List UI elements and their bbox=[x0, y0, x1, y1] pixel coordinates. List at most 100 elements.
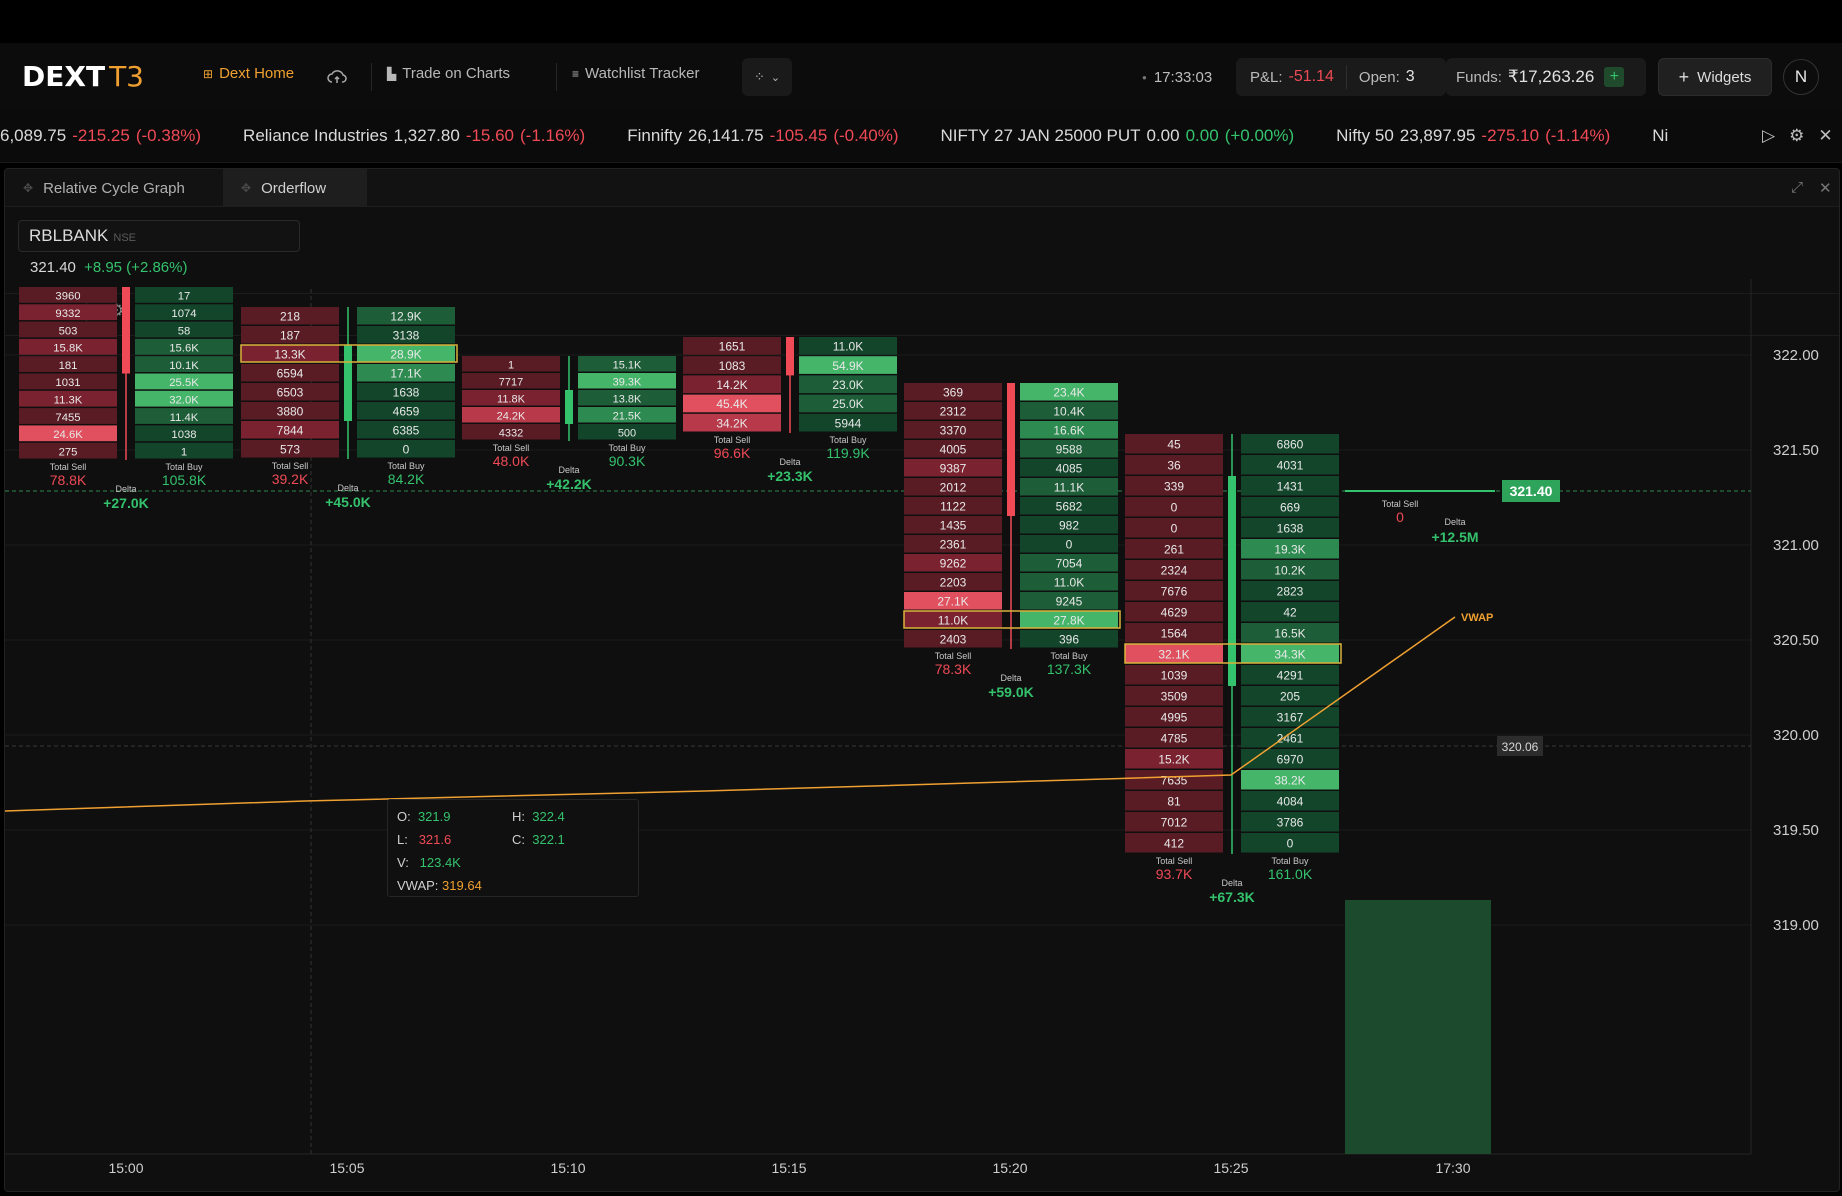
market-ticker: 6,089.75 -215.25 (-0.38%) Reliance Industri… bbox=[0, 109, 1842, 163]
buy-volume-label: 16.6K bbox=[1053, 424, 1084, 438]
list-icon: ≡ bbox=[572, 66, 580, 81]
total-sell-value: 96.6K bbox=[714, 445, 751, 461]
buy-volume-label: 15.1K bbox=[613, 360, 642, 372]
symbol-search[interactable]: RBLBANK NSE bbox=[18, 220, 300, 252]
ohlc-low: 321.6 bbox=[418, 832, 452, 847]
sell-volume-cell bbox=[904, 402, 1002, 420]
sell-volume-cell bbox=[19, 425, 117, 442]
total-sell-caption: Total Sell bbox=[272, 461, 309, 471]
buy-volume-label: 982 bbox=[1059, 519, 1079, 533]
ticker-item[interactable]: 6,089.75 -215.25 (-0.38%) bbox=[0, 126, 215, 146]
close-icon[interactable]: ✕ bbox=[1818, 126, 1833, 145]
sell-volume-cell bbox=[1125, 497, 1223, 517]
buy-volume-label: 32.0K bbox=[169, 394, 199, 406]
ticker-item[interactable]: NIFTY 27 JAN 25000 PUT 0.00 0.00 (+0.00%) bbox=[941, 126, 1309, 146]
buy-volume-cell bbox=[1241, 665, 1339, 685]
buy-volume-cell bbox=[357, 326, 455, 344]
buy-volume-cell bbox=[799, 375, 897, 394]
buy-volume-label: 4085 bbox=[1056, 462, 1083, 476]
candle-body bbox=[122, 287, 130, 374]
sell-volume-cell bbox=[19, 442, 117, 459]
pnl-open-widget[interactable]: P&L: -51.14 Open: 3 bbox=[1236, 58, 1446, 96]
total-sell-caption: Total Sell bbox=[935, 651, 972, 661]
buy-volume-label: 11.4K bbox=[170, 412, 199, 424]
add-funds-button[interactable]: + bbox=[1604, 67, 1625, 87]
widgets-button[interactable]: + Widgets bbox=[1658, 58, 1772, 96]
sell-volume-cell bbox=[904, 592, 1002, 610]
buy-volume-label: 23.0K bbox=[832, 378, 863, 392]
user-avatar[interactable]: N bbox=[1783, 59, 1819, 95]
buy-volume-label: 500 bbox=[618, 428, 636, 440]
ticker-item[interactable]: Nifty 50 23,897.95 -275.10 (-1.14%) bbox=[1336, 126, 1624, 146]
total-sell-caption: Total Sell bbox=[1156, 856, 1193, 866]
gear-icon[interactable]: ⚙ bbox=[1789, 126, 1805, 145]
y-tick-label: 322.00 bbox=[1773, 347, 1819, 364]
delta-value: +23.3K bbox=[767, 468, 813, 484]
sell-volume-cell bbox=[904, 535, 1002, 553]
sell-volume-label: 0 bbox=[1171, 501, 1178, 515]
ticker-price: 1,327.80 bbox=[393, 126, 460, 145]
ticker-item[interactable]: Ni bbox=[1652, 126, 1674, 146]
ticker-item[interactable]: Reliance Industries 1,327.80 -15.60 (-1.16%… bbox=[243, 126, 599, 146]
buy-volume-label: 0 bbox=[1287, 837, 1294, 851]
pnl-value: -51.14 bbox=[1288, 68, 1334, 85]
delta-caption: Delta bbox=[1221, 878, 1242, 888]
sell-volume-cell bbox=[1125, 707, 1223, 727]
close-panel-icon[interactable]: ✕ bbox=[1819, 180, 1832, 197]
buy-volume-label: 6860 bbox=[1277, 438, 1304, 452]
candle-body bbox=[786, 337, 794, 376]
buy-volume-cell bbox=[357, 440, 455, 458]
y-tick-label: 321.50 bbox=[1773, 442, 1819, 459]
buy-volume-label: 9245 bbox=[1056, 595, 1083, 609]
vwap-label: VWAP bbox=[1461, 612, 1493, 624]
cloud-sync-icon[interactable] bbox=[322, 62, 352, 92]
buy-volume-cell bbox=[799, 337, 897, 355]
buy-volume-cell bbox=[1241, 770, 1339, 790]
sell-volume-cell bbox=[1125, 581, 1223, 601]
total-sell-value: 78.3K bbox=[935, 661, 972, 677]
app-logo[interactable]: DEXT T3 bbox=[22, 60, 144, 93]
x-tick-label: 15:05 bbox=[329, 1160, 364, 1176]
sell-volume-label: 36 bbox=[1167, 459, 1181, 473]
layout-dropdown[interactable]: ⁘ ⌄ bbox=[742, 58, 792, 96]
buy-volume-cell bbox=[357, 402, 455, 420]
sell-volume-cell bbox=[1125, 791, 1223, 811]
delta-caption: Delta bbox=[115, 484, 136, 494]
delta-value: +59.0K bbox=[988, 684, 1034, 700]
ticker-pct: (-0.38%) bbox=[135, 126, 202, 145]
tab-orderflow[interactable]: ✥ Orderflow bbox=[223, 169, 367, 207]
orderflow-chart[interactable]: 322.00 321.50 321.00 320.50 320.00 319.50 319.… bbox=[5, 169, 1840, 1192]
tab-relative-cycle-graph[interactable]: ✥ Relative Cycle Graph bbox=[23, 179, 185, 197]
buy-volume-label: 7054 bbox=[1056, 557, 1083, 571]
drag-handle-icon: ✥ bbox=[23, 181, 34, 195]
sell-volume-label: 24.2K bbox=[497, 411, 526, 423]
delta-value: +12.5M bbox=[1431, 529, 1478, 545]
buy-volume-cell bbox=[135, 356, 233, 372]
ticker-item[interactable]: Finnifty 26,141.75 -105.45 (-0.40%) bbox=[627, 126, 912, 146]
expand-icon[interactable]: ⤢ bbox=[1791, 179, 1804, 196]
buy-volume-cell bbox=[1241, 602, 1339, 622]
total-buy-caption: Total Buy bbox=[165, 462, 203, 472]
buy-volume-label: 3786 bbox=[1277, 816, 1304, 830]
sell-volume-label: 4005 bbox=[940, 443, 967, 457]
play-icon[interactable]: ▷ bbox=[1762, 126, 1776, 145]
sell-volume-cell bbox=[904, 478, 1002, 496]
buy-volume-label: 4659 bbox=[393, 405, 420, 419]
total-sell-caption: Total Sell bbox=[50, 462, 87, 472]
sell-volume-cell bbox=[1125, 560, 1223, 580]
sell-volume-cell bbox=[462, 373, 560, 389]
sell-volume-cell bbox=[241, 383, 339, 401]
nav-dext-home[interactable]: ⊞ Dext Home bbox=[203, 65, 295, 82]
nav-trade-on-charts[interactable]: ▙ Trade on Charts bbox=[387, 65, 511, 82]
candle-body bbox=[1007, 383, 1015, 516]
sell-volume-cell bbox=[1125, 434, 1223, 454]
sell-volume-label: 2012 bbox=[940, 481, 967, 495]
nav-watchlist-tracker[interactable]: ≡ Watchlist Tracker bbox=[572, 65, 700, 82]
orderflow-chart-svg[interactable]: 322.00 321.50 321.00 320.50 320.00 319.50 319.… bbox=[5, 169, 1840, 1192]
total-buy-value: 90.3K bbox=[609, 453, 646, 469]
sell-volume-label: 218 bbox=[280, 310, 300, 324]
buy-volume-cell bbox=[1020, 440, 1118, 458]
sell-volume-label: 0 bbox=[1171, 522, 1178, 536]
delta-value: +67.3K bbox=[1209, 889, 1255, 905]
x-tick-label: 15:20 bbox=[992, 1160, 1027, 1176]
